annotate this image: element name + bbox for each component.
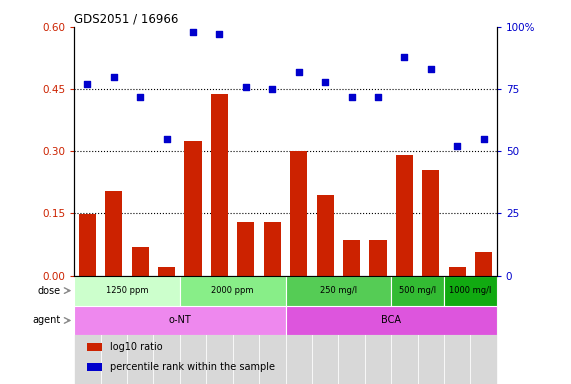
Bar [105,191,122,276]
Text: 1250 ppm: 1250 ppm [106,286,148,295]
Bar [475,252,492,276]
Bar [316,195,333,276]
Point [373,93,383,99]
Bar [211,94,228,276]
Point [479,136,488,142]
Text: BCA: BCA [381,315,401,326]
Point [109,74,118,80]
Bar [87,343,102,351]
Text: GDS2051 / 16966: GDS2051 / 16966 [74,13,179,26]
Bar [259,276,286,384]
Point [426,66,435,72]
Bar [369,240,387,276]
Bar [87,363,102,371]
Point [83,81,92,87]
Point [400,54,409,60]
Bar [79,214,96,276]
Text: 250 mg/l: 250 mg/l [320,286,357,295]
Point [136,93,145,99]
Text: dose: dose [38,286,61,296]
Bar [471,276,497,384]
Bar [338,276,365,384]
Text: o-NT: o-NT [168,315,191,326]
Point [268,86,277,92]
Bar [158,267,175,276]
Text: 1000 mg/l: 1000 mg/l [449,286,492,295]
Bar [422,170,439,276]
Bar [391,276,444,306]
Point [347,93,356,99]
Point [320,79,329,85]
Bar [417,276,444,384]
Bar [74,276,100,384]
Point [162,136,171,142]
Bar [184,141,202,276]
Bar [444,276,497,306]
Point [188,29,198,35]
Bar [444,276,471,384]
Bar [264,222,281,276]
Bar [396,156,413,276]
Bar [286,306,497,335]
Point [453,143,462,149]
Bar [286,276,391,306]
Bar [180,276,206,384]
Bar [127,276,154,384]
Bar [206,276,233,384]
Bar [132,247,149,276]
Bar [100,276,127,384]
Point [242,83,251,89]
Bar [154,276,180,384]
Text: percentile rank within the sample: percentile rank within the sample [110,362,275,372]
Text: log10 ratio: log10 ratio [110,342,163,352]
Bar [180,276,286,306]
Text: agent: agent [33,315,61,326]
Bar [233,276,259,384]
Bar [449,267,466,276]
Text: 500 mg/l: 500 mg/l [399,286,436,295]
Bar [343,240,360,276]
Bar [312,276,338,384]
Bar [290,151,307,276]
Point [215,31,224,37]
Bar [74,276,180,306]
Bar [365,276,391,384]
Bar [391,276,417,384]
Bar [74,306,286,335]
Bar [286,276,312,384]
Text: 2000 ppm: 2000 ppm [211,286,254,295]
Bar [238,222,255,276]
Point [294,69,303,75]
